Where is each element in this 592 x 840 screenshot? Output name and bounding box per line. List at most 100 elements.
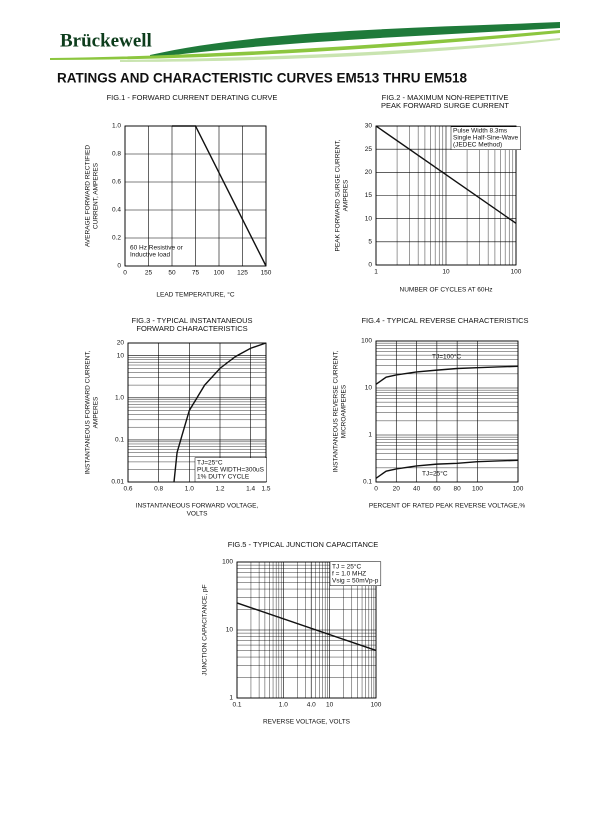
y-tick-label: 30	[365, 123, 373, 130]
x-tick-label: 75	[192, 270, 200, 277]
logo: Brückewell	[60, 30, 152, 51]
y-tick-label: 15	[365, 192, 373, 199]
x-tick-label: 0	[123, 270, 127, 277]
x-tick-label: 0	[374, 486, 378, 493]
y-tick-label: 1	[229, 695, 233, 702]
x-tick-label: 40	[413, 486, 421, 493]
x-tick-label: 1.4	[246, 486, 255, 493]
plot-background	[376, 341, 518, 482]
y-tick-label: 10	[117, 352, 125, 359]
annotation-text: PULSE WIDTH=300uS	[197, 467, 265, 474]
y-tick-label: 10	[365, 385, 373, 392]
header-swoosh	[150, 22, 560, 58]
x-tick-label: 100	[513, 486, 524, 493]
x-tick-label: 25	[145, 270, 153, 277]
y-tick-label: 1	[368, 432, 372, 439]
y-tick-label: 100	[222, 559, 233, 566]
page-title: RATINGS AND CHARACTERISTIC CURVES EM513 …	[57, 71, 468, 86]
x-tick-label: 1.0	[185, 486, 194, 493]
x-tick-label: 80	[454, 486, 462, 493]
y-axis-label: MICROAMPERES	[341, 384, 348, 438]
x-tick-label: 60	[433, 486, 441, 493]
annotation-text: 60 Hz Resistive or	[130, 245, 184, 252]
annotation-text: Pulse Width 8.3ms	[453, 128, 508, 135]
x-tick-label: 125	[237, 270, 248, 277]
x-axis-label: INSTANTANEOUS FORWARD VOLTAGE,	[136, 503, 259, 510]
y-tick-label: 25	[365, 146, 373, 153]
y-tick-label: 10	[365, 215, 373, 222]
y-axis-label: INSTANTANEOUS REVERSE CURRENT,	[333, 350, 340, 472]
annotation-text: Inductive load	[130, 252, 170, 259]
annotation-box	[329, 561, 382, 586]
y-tick-label: 0.6	[112, 179, 121, 186]
series-label: TJ=25°C	[422, 470, 448, 478]
x-tick-label: 0.8	[154, 486, 163, 493]
y-axis-label: CURRENT, AMPERES	[93, 162, 100, 229]
plot-frame	[375, 125, 517, 266]
y-tick-label: 1.0	[112, 123, 121, 130]
annotation-box	[450, 126, 521, 150]
x-tick-label: 150	[261, 270, 272, 277]
x-tick-label: 100	[511, 269, 522, 276]
annotation-text: f = 1.0 MHZ	[332, 571, 366, 578]
y-tick-label: 0.8	[112, 151, 121, 158]
y-tick-label: 5	[368, 239, 372, 246]
chart-title: FIG.4 - TYPICAL REVERSE CHARACTERISTICS	[361, 316, 528, 325]
header-swoosh	[120, 38, 560, 62]
x-tick-label: 1	[374, 269, 378, 276]
x-tick-label: 10	[442, 269, 450, 276]
chart-title: PEAK FORWARD SURGE CURRENT	[381, 101, 509, 110]
y-tick-label: 0	[117, 263, 121, 270]
plot-frame	[127, 342, 267, 483]
series-label: TJ=100°C	[432, 353, 461, 361]
y-tick-label: 0	[368, 262, 372, 269]
chart-title: FIG.3 - TYPICAL INSTANTANEOUS	[132, 316, 253, 325]
x-tick-label: 1.0	[279, 702, 288, 709]
annotation-text: Single Half-Sine-Wave	[453, 135, 519, 142]
x-axis-label: PERCENT OF RATED PEAK REVERSE VOLTAGE,%	[369, 503, 525, 510]
chart-title: FIG.1 - FORWARD CURRENT DERATING CURVE	[107, 93, 278, 102]
plot-frame	[375, 340, 519, 483]
x-tick-label: 100	[371, 702, 382, 709]
y-axis-label: AVERAGE FORWARD RECTIFIED	[85, 145, 92, 247]
y-tick-label: 0.4	[112, 207, 121, 214]
annotation-box	[194, 457, 267, 482]
y-axis-label: JUNCTION CAPACITANCE, pF	[202, 584, 209, 675]
annotation-text: TJ = 25°C	[332, 563, 361, 571]
x-tick-label: 1.2	[215, 486, 224, 493]
plot-frame	[236, 561, 377, 699]
curve	[236, 602, 377, 652]
y-tick-label: 100	[361, 338, 372, 345]
x-tick-label: 10	[326, 702, 334, 709]
y-axis-label: INSTANTANEOUS FORWARD CURRENT,	[85, 350, 92, 474]
x-axis-label: VOLTS	[187, 511, 208, 518]
curve	[375, 365, 519, 385]
annotation-text: 1% DUTY CYCLE	[197, 474, 250, 481]
x-tick-label: 100	[472, 486, 483, 493]
y-axis-label: AMPERES	[343, 179, 350, 211]
x-axis-label: REVERSE VOLTAGE, VOLTS	[263, 719, 351, 726]
annotation-text: Vsig = 50mVp-p	[332, 578, 379, 585]
x-tick-label: 20	[393, 486, 401, 493]
y-tick-label: 0.01	[111, 479, 124, 486]
curve	[173, 342, 267, 483]
chart-title: FIG.2 - MAXIMUM NON-REPETITIVE	[382, 93, 509, 102]
chart-title: FORWARD CHARACTERISTICS	[136, 324, 247, 333]
annotation-text: TJ=25°C	[197, 459, 223, 467]
y-tick-label: 10	[226, 627, 234, 634]
y-tick-label: 20	[117, 340, 125, 347]
x-axis-label: NUMBER OF CYCLES AT 60Hz	[400, 287, 493, 294]
y-tick-label: 0.1	[115, 437, 124, 444]
x-tick-label: 0.1	[232, 702, 241, 709]
x-axis-label: LEAD TEMPERATURE, °C	[156, 291, 235, 299]
y-tick-label: 1.0	[115, 395, 124, 402]
y-axis-label: AMPERES	[93, 396, 100, 428]
chart-title: FIG.5 - TYPICAL JUNCTION CAPACITANCE	[228, 540, 379, 549]
curve	[375, 125, 517, 224]
x-tick-label: 1.5	[261, 486, 270, 493]
curve	[375, 459, 519, 479]
x-tick-label: 4.0	[307, 702, 316, 709]
curve	[172, 125, 267, 267]
